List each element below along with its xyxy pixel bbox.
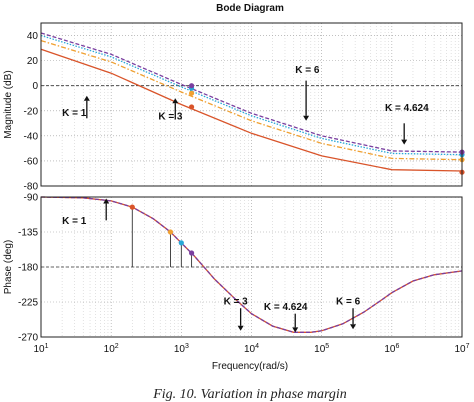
x-tick-label: 101: [33, 343, 48, 355]
data-point: [167, 229, 174, 235]
x-tick-exponent: 4: [255, 343, 259, 350]
y-tick-label: -180: [18, 263, 38, 274]
series-line: [40, 39, 463, 161]
phase-stems: [131, 207, 193, 267]
frequency-x-ticks: 101 102 103 104 105 106 107: [33, 343, 469, 355]
annotation-arrowhead: [103, 198, 110, 204]
phase-series: [40, 196, 463, 333]
series-line: [40, 48, 463, 172]
annotation-label: K = 1: [62, 216, 87, 227]
annotation-arrowhead: [292, 327, 299, 333]
data-point: [188, 83, 195, 89]
x-tick-label: 102: [104, 343, 119, 355]
annotation-arrowhead: [401, 139, 408, 145]
data-point: [188, 104, 195, 110]
magnitude-panel: K = 1 K = 3 K = 6 K = 4.624 -80 -60 -40 -20 0 20…: [3, 22, 465, 193]
annotation-arrowhead: [303, 115, 310, 121]
y-tick-label: -20: [24, 106, 39, 117]
annotation-arrowhead: [350, 324, 357, 330]
x-tick-label: 104: [244, 343, 259, 355]
annotation-arrowhead: [172, 98, 179, 104]
y-tick-label: 0: [32, 81, 38, 92]
phase-annotations: K = 1 K = 3 K = 4.624 K = 6: [62, 198, 361, 333]
x-tick-exponent: 7: [466, 343, 470, 350]
magnitude-y-label: Magnitude (dB): [3, 70, 14, 138]
x-tick-exponent: 3: [185, 343, 189, 350]
x-tick-exponent: 2: [115, 343, 119, 350]
annotation-label: K = 6: [295, 65, 320, 76]
phase-y-label: Phase (deg): [3, 240, 14, 294]
y-tick-label: -80: [24, 182, 39, 193]
data-point: [188, 90, 195, 96]
x-tick-base: 10: [384, 344, 396, 355]
x-tick-exponent: 5: [325, 343, 329, 350]
phase-markers: [129, 204, 195, 256]
y-tick-label: -60: [24, 156, 39, 167]
annotation-arrowhead: [83, 95, 90, 101]
y-tick-label: 20: [27, 56, 39, 67]
magnitude-y-ticks: -80 -60 -40 -20 0 20 40: [24, 31, 39, 192]
y-tick-label: -135: [18, 228, 38, 239]
magnitude-grid: [41, 23, 462, 186]
y-tick-label: -225: [18, 298, 38, 309]
magnitude-markers: [188, 83, 465, 175]
y-tick-label: 40: [27, 31, 39, 42]
x-tick-label: 107: [454, 343, 469, 355]
x-tick-base: 10: [314, 344, 326, 355]
data-point: [129, 204, 135, 210]
annotation-label: K = 1: [62, 108, 87, 119]
magnitude-annotations: K = 1 K = 3 K = 6 K = 4.624: [62, 65, 429, 145]
series-line: [40, 196, 463, 333]
series-line: [40, 32, 463, 153]
annotation-arrowhead: [237, 325, 244, 331]
phase-plot-frame: [40, 196, 463, 338]
annotation-label: K = 6: [336, 296, 361, 307]
frequency-x-label: Frequency(rad/s): [212, 361, 288, 372]
y-tick-label: -40: [24, 131, 39, 142]
x-tick-exponent: 1: [45, 343, 49, 350]
x-tick-base: 10: [33, 344, 45, 355]
figure-caption: Fig. 10. Variation in phase margin: [152, 387, 347, 402]
phase-y-ticks: -270 -225 -180 -135 -90: [18, 193, 38, 344]
x-tick-base: 10: [104, 344, 116, 355]
x-tick-base: 10: [454, 344, 466, 355]
annotation-label: K = 3: [224, 296, 249, 307]
series-line: [40, 196, 463, 333]
x-tick-label: 105: [314, 343, 329, 355]
phase-panel: K = 1 K = 3 K = 4.624 K = 6 -270 -225 -180 -13…: [3, 193, 470, 373]
y-tick-label: -270: [18, 333, 38, 344]
magnitude-plot-frame: [40, 22, 463, 187]
chart-title: Bode Diagram: [216, 3, 284, 14]
y-tick-label: -90: [24, 193, 39, 204]
magnitude-series: [40, 32, 463, 172]
annotation-label: K = 4.624: [385, 103, 429, 114]
data-point: [188, 250, 195, 256]
data-point: [178, 240, 184, 246]
annotation-label: K = 3: [158, 112, 183, 123]
x-tick-base: 10: [244, 344, 256, 355]
x-tick-base: 10: [174, 344, 186, 355]
x-tick-exponent: 6: [395, 343, 399, 350]
x-tick-label: 103: [174, 343, 189, 355]
annotation-label: K = 4.624: [264, 302, 308, 313]
x-tick-label: 106: [384, 343, 399, 355]
series-line: [40, 34, 463, 156]
